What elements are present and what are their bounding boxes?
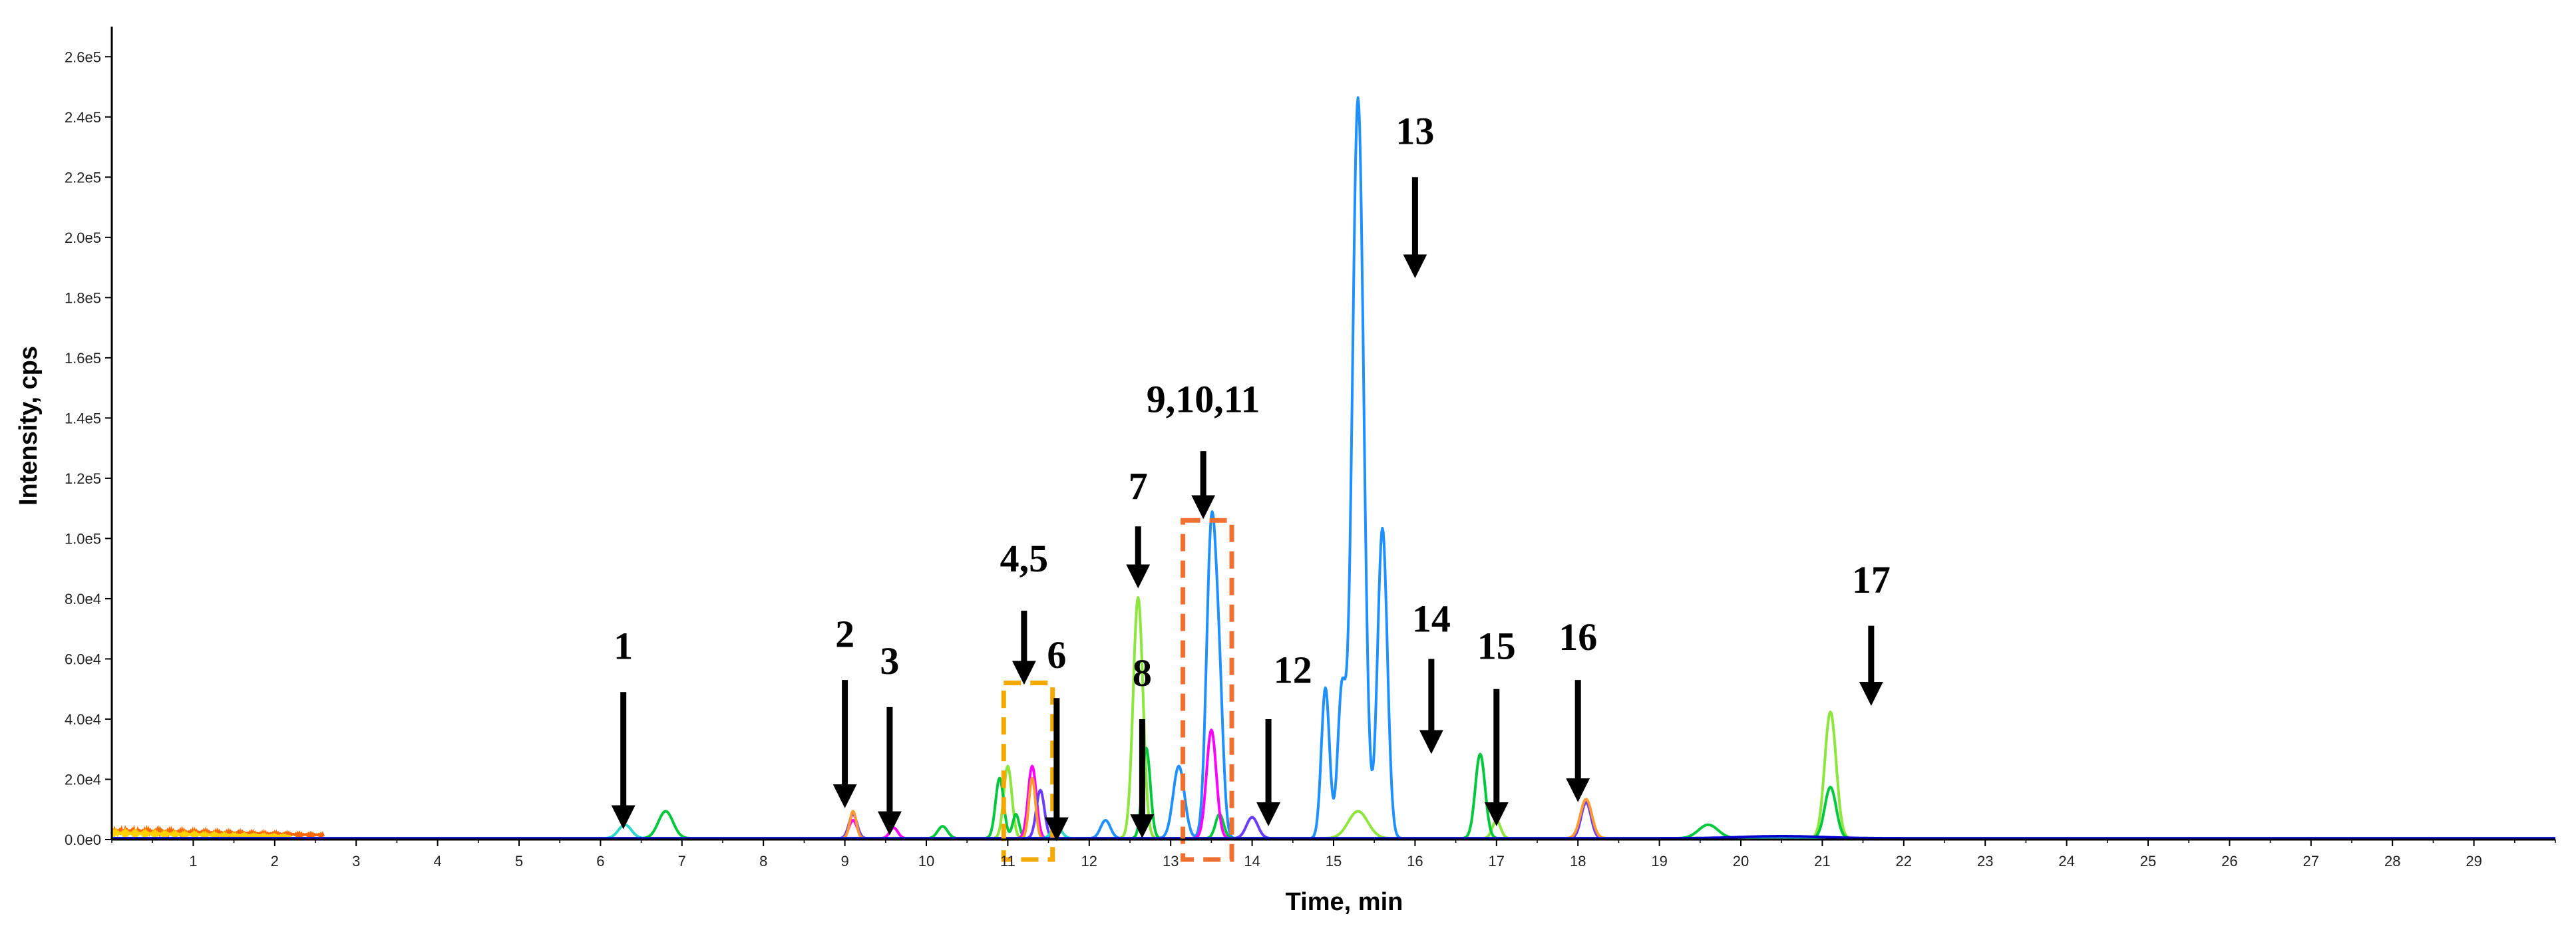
x-tick-label: 20 [1733, 853, 1749, 869]
x-tick-label: 17 [1489, 853, 1505, 869]
peak-label-15: 15 [1477, 624, 1516, 667]
x-tick-label: 28 [2384, 853, 2400, 869]
x-tick-label: 11 [1000, 853, 1015, 869]
y-axis-title: Intensity, cps [15, 346, 43, 506]
x-tick-label: 22 [1896, 853, 1912, 869]
peak-label-17: 17 [1852, 558, 1891, 601]
y-tick-label: 1.2e5 [65, 470, 101, 487]
peak-label-1: 1 [614, 624, 633, 667]
x-tick-label: 18 [1570, 853, 1586, 869]
peak-label-8: 8 [1133, 651, 1152, 695]
x-tick-label: 13 [1163, 853, 1179, 869]
y-tick-label: 1.6e5 [65, 350, 101, 367]
peak-label-16: 16 [1559, 615, 1597, 659]
y-tick-label: 1.8e5 [65, 289, 101, 306]
y-tick-label: 2.2e5 [65, 169, 101, 186]
x-tick-label: 19 [1651, 853, 1667, 869]
series-line-1 [111, 596, 2556, 840]
x-tick-label: 25 [2140, 853, 2156, 869]
y-tick-label: 4.0e4 [65, 711, 101, 728]
x-tick-label: 24 [2058, 853, 2074, 869]
y-tick-label: 2.0e4 [65, 771, 101, 788]
x-tick-label: 2 [271, 853, 279, 869]
y-tick-label: 2.4e5 [65, 109, 101, 126]
y-tick-label: 1.4e5 [65, 410, 101, 426]
x-tick-label: 10 [918, 853, 934, 869]
x-tick-label: 9 [840, 853, 848, 869]
x-tick-label: 27 [2303, 853, 2319, 869]
x-tick-label: 4 [433, 853, 441, 869]
x-tick-label: 14 [1244, 853, 1260, 869]
series-line-3 [111, 728, 2556, 840]
y-tick-label: 2.6e5 [65, 49, 101, 65]
x-tick-label: 29 [2466, 853, 2482, 869]
x-tick-label: 1 [189, 853, 197, 869]
y-tick-label: 1.0e5 [65, 530, 101, 547]
peak-label-6: 6 [1047, 633, 1066, 677]
x-tick-label: 7 [678, 853, 686, 869]
x-tick-label: 6 [596, 853, 604, 869]
peak-label-12: 12 [1274, 649, 1312, 692]
x-tick-label: 12 [1081, 853, 1097, 869]
highlight-box-0 [1001, 681, 1055, 862]
peak-label-2: 2 [835, 612, 854, 655]
series-line-0 [111, 96, 2556, 840]
x-axis-title: Time, min [1286, 888, 1403, 916]
x-tick-label: 8 [759, 853, 767, 869]
axes: 0.0e0 2.0e4 4.0e4 6.0e4 8.0e4 1.0e5 1.2e5 1.4e5… [65, 27, 2556, 869]
y-tick-label: 8.0e4 [65, 591, 101, 607]
peak-label-4-5: 4,5 [1000, 537, 1049, 580]
baseline-noise-1 [110, 827, 292, 841]
peak-label-13: 13 [1395, 110, 1434, 153]
x-tick-label: 23 [1977, 853, 1993, 869]
series-line-7 [111, 835, 2556, 840]
peak-label-7: 7 [1129, 465, 1148, 508]
y-tick-label: 6.0e4 [65, 651, 101, 667]
highlight-box-1 [1181, 518, 1234, 862]
x-tick-label: 21 [1814, 853, 1830, 869]
peak-label-9-10-11: 9,10,11 [1147, 377, 1260, 420]
peak-label-3: 3 [880, 639, 899, 683]
series-line-5 [111, 776, 2556, 840]
y-tick-label: 0.0e0 [65, 832, 101, 848]
y-tick-label: 2.0e5 [65, 230, 101, 246]
peak-label-14: 14 [1412, 597, 1451, 641]
x-tick-label: 3 [352, 853, 360, 869]
x-tick-label: 26 [2221, 853, 2237, 869]
x-tick-label: 5 [515, 853, 523, 869]
x-tick-label: 15 [1326, 853, 1342, 869]
x-tick-label: 16 [1407, 853, 1423, 869]
